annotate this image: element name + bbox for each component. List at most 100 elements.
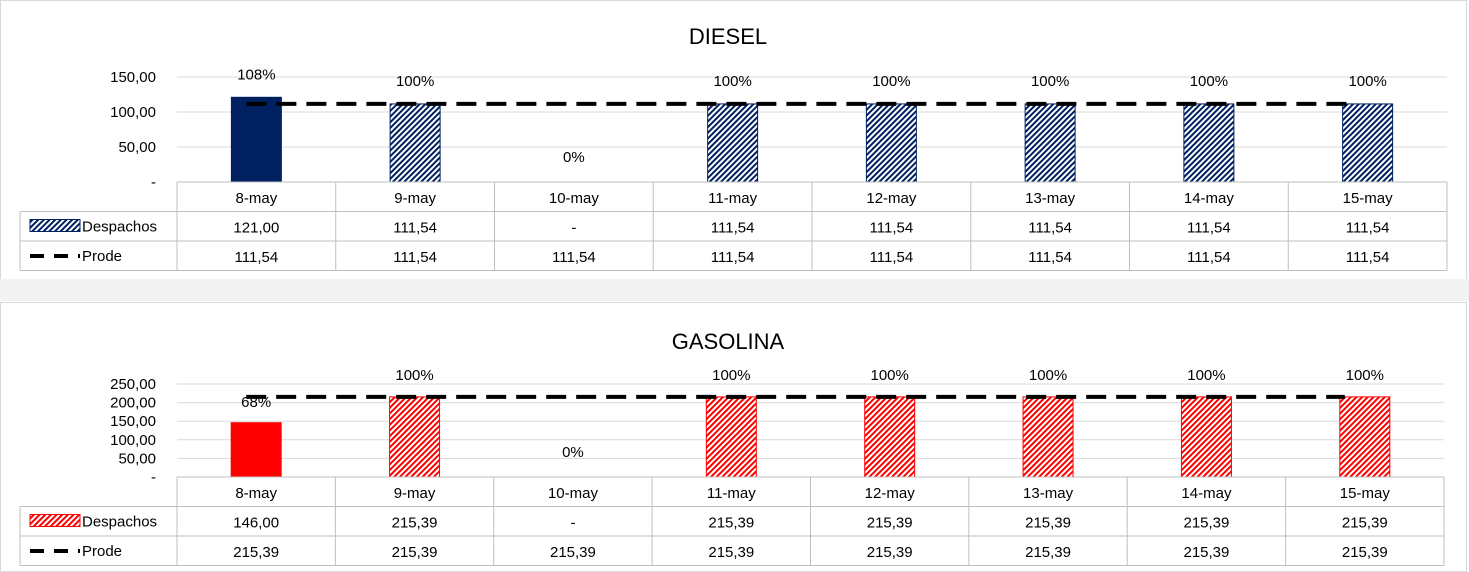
diesel-table-despachos-cell: 111,54 — [711, 220, 755, 237]
diesel-chart-panel: DIESEL 150,00 100,00 50,00 - 108% 100% 0% 100% 10… — [0, 0, 1467, 280]
diesel-table-despachos-cell: 111,54 — [1028, 220, 1072, 237]
diesel-data-label: 108% — [237, 66, 275, 83]
gasolina-y-tick-label: 250,00 — [110, 376, 156, 393]
gasolina-data-label: 100% — [1029, 367, 1067, 384]
gasolina-legend-prode-label: Prode — [82, 543, 122, 560]
gasolina-y-tick-label: 200,00 — [110, 395, 156, 412]
gasolina-x-tick-label: 15-may — [1340, 485, 1391, 502]
diesel-data-label: 100% — [1031, 73, 1069, 90]
diesel-chart: DIESEL 150,00 100,00 50,00 - 108% 100% 0% 100% 10… — [19, 24, 1448, 271]
gasolina-x-tick-label: 14-may — [1181, 485, 1232, 502]
gasolina-y-tick-label: 150,00 — [110, 413, 156, 430]
gasolina-bar-despachos — [230, 422, 282, 478]
gasolina-bar-despachos — [1022, 396, 1074, 478]
diesel-y-tick-label: 150,00 — [110, 69, 156, 86]
diesel-data-label: 100% — [396, 73, 434, 90]
gasolina-x-tick-label: 8-may — [235, 485, 277, 502]
gasolina-table-prode-cell: 215,39 — [708, 544, 754, 561]
gasolina-data-label: 100% — [395, 367, 433, 384]
diesel-x-tick-label: 12-may — [866, 190, 917, 207]
diesel-y-tick-label: 50,00 — [118, 139, 156, 156]
gasolina-table-prode-cell: 215,39 — [550, 544, 596, 561]
diesel-table-despachos-cell: - — [571, 220, 576, 237]
diesel-table-prode-cell: 111,54 — [235, 249, 279, 266]
gasolina-bar-despachos — [864, 396, 916, 478]
gasolina-chart-panel: GASOLINA 250,00 200,00 150,00 100,00 50,00 - 68… — [0, 302, 1467, 572]
diesel-legend-prode-label: Prode — [82, 248, 122, 265]
gasolina-x-tick-label: 12-may — [865, 485, 916, 502]
diesel-table-despachos-cell: 111,54 — [393, 220, 437, 237]
gasolina-table-despachos-cell: 215,39 — [1183, 515, 1229, 532]
gasolina-x-tick-label: 11-may — [707, 485, 756, 502]
gasolina-legend-despachos-swatch — [29, 514, 81, 527]
diesel-bar-despachos — [1024, 103, 1076, 183]
gasolina-table-prode-cell: 215,39 — [233, 544, 279, 561]
diesel-table-prode-cell: 111,54 — [552, 249, 596, 266]
diesel-bar-despachos — [389, 103, 441, 183]
gasolina-table-despachos-cell: 215,39 — [1342, 515, 1388, 532]
diesel-table-prode-cell: 111,54 — [870, 249, 914, 266]
diesel-x-tick-label: 8-may — [236, 190, 278, 207]
diesel-table-despachos-cell: 111,54 — [1346, 220, 1390, 237]
diesel-bar-despachos — [1342, 103, 1394, 183]
diesel-chart-title: DIESEL — [689, 24, 767, 49]
diesel-bar-despachos — [707, 103, 759, 183]
gasolina-table-prode-cell: 215,39 — [392, 544, 438, 561]
gasolina-data-label: 100% — [1187, 367, 1225, 384]
diesel-x-tick-label: 11-may — [708, 190, 757, 207]
gasolina-table-despachos-cell: 146,00 — [233, 515, 279, 532]
diesel-table-prode-cell: 111,54 — [393, 249, 437, 266]
gasolina-data-label: 100% — [1346, 367, 1384, 384]
diesel-bar-despachos — [1183, 103, 1235, 183]
gasolina-data-label: 100% — [712, 367, 750, 384]
gasolina-y-tick-label: - — [151, 469, 156, 486]
gasolina-bar-despachos — [1339, 396, 1391, 478]
diesel-legend-despachos-label: Despachos — [82, 219, 157, 236]
diesel-data-label: 100% — [713, 73, 751, 90]
diesel-legend-despachos-swatch — [29, 219, 81, 232]
diesel-table-prode-cell: 111,54 — [1028, 249, 1072, 266]
gasolina-table-despachos-cell: - — [570, 515, 575, 532]
gasolina-bar-despachos — [389, 396, 441, 478]
diesel-data-label: 0% — [563, 149, 585, 166]
diesel-y-tick-label: - — [151, 174, 156, 191]
gasolina-legend-despachos-label: Despachos — [82, 514, 157, 531]
gasolina-data-label: 100% — [871, 367, 909, 384]
gasolina-table-despachos-cell: 215,39 — [867, 515, 913, 532]
gasolina-y-tick-label: 100,00 — [110, 432, 156, 449]
diesel-x-tick-label: 15-may — [1343, 190, 1394, 207]
diesel-table-prode-cell: 111,54 — [1346, 249, 1390, 266]
diesel-data-label: 100% — [1348, 73, 1386, 90]
diesel-table-prode-cell: 111,54 — [1187, 249, 1231, 266]
diesel-x-tick-label: 9-may — [394, 190, 436, 207]
diesel-table-prode-cell: 111,54 — [711, 249, 755, 266]
diesel-x-tick-label: 13-may — [1025, 190, 1076, 207]
gasolina-table-despachos-cell: 215,39 — [1025, 515, 1071, 532]
gasolina-bar-despachos — [1180, 396, 1232, 478]
gasolina-bar-despachos — [705, 396, 757, 478]
gasolina-table-prode-cell: 215,39 — [867, 544, 913, 561]
gasolina-data-label: 0% — [562, 444, 584, 461]
gasolina-table-despachos-cell: 215,39 — [708, 515, 754, 532]
gasolina-table-prode-cell: 215,39 — [1342, 544, 1388, 561]
diesel-data-label: 100% — [872, 73, 910, 90]
gasolina-table-despachos-cell: 215,39 — [392, 515, 438, 532]
diesel-table-despachos-cell: 111,54 — [870, 220, 914, 237]
gasolina-y-tick-label: 50,00 — [118, 450, 156, 467]
gasolina-x-tick-label: 13-may — [1023, 485, 1074, 502]
gasolina-chart-title: GASOLINA — [672, 329, 785, 354]
diesel-y-tick-label: 100,00 — [110, 104, 156, 121]
panel-separator — [0, 279, 1469, 301]
diesel-table-despachos-cell: 121,00 — [233, 220, 279, 237]
diesel-x-tick-label: 10-may — [549, 190, 600, 207]
diesel-table-despachos-cell: 111,54 — [1187, 220, 1231, 237]
diesel-x-tick-label: 14-may — [1184, 190, 1235, 207]
gasolina-data-label: 68% — [241, 394, 271, 411]
diesel-bar-despachos — [865, 103, 917, 183]
diesel-bar-despachos — [230, 96, 282, 183]
gasolina-x-tick-label: 9-may — [394, 485, 436, 502]
gasolina-table-prode-cell: 215,39 — [1183, 544, 1229, 561]
gasolina-table-prode-cell: 215,39 — [1025, 544, 1071, 561]
gasolina-x-tick-label: 10-may — [548, 485, 599, 502]
